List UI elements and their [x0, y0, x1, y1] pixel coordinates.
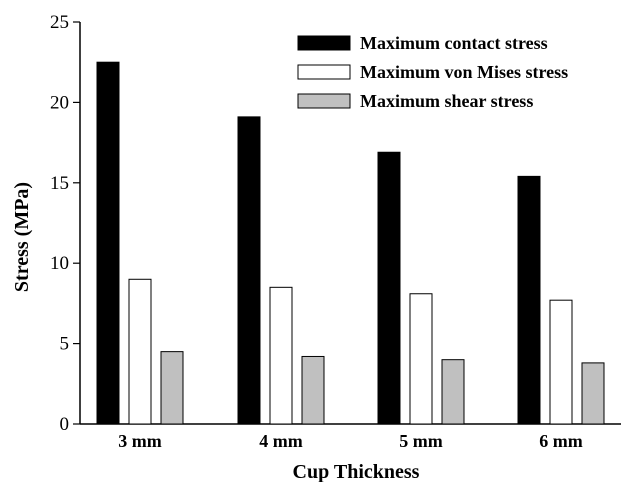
bar-2-1	[409, 293, 433, 425]
x-tick-label: 5 mm	[399, 431, 443, 451]
y-tick-label: 20	[50, 92, 69, 113]
y-tick-label: 15	[50, 173, 69, 194]
bar-2-2	[441, 359, 465, 425]
legend-swatch	[297, 93, 351, 109]
legend-swatch	[297, 35, 351, 51]
y-tick-label: 0	[60, 414, 70, 435]
y-tick-label: 25	[50, 12, 69, 33]
bar-3-1	[549, 299, 573, 425]
y-axis-title: Stress (MPa)	[11, 182, 33, 292]
y-tick-label: 10	[50, 253, 69, 274]
y-tick-label: 5	[60, 334, 70, 355]
x-axis-title: Cup Thickness	[293, 461, 420, 482]
bar-1-0	[237, 116, 261, 425]
bar-0-2	[160, 351, 184, 425]
bar-2-0	[377, 151, 401, 425]
bar-1-2	[301, 355, 325, 425]
legend-label: Maximum shear stress	[360, 91, 533, 111]
legend-label: Maximum contact stress	[360, 33, 548, 53]
bar-3-0	[517, 175, 541, 425]
legend-swatch	[297, 64, 351, 80]
x-tick-label: 6 mm	[539, 431, 583, 451]
bar-3-2	[581, 362, 605, 425]
x-tick-label: 4 mm	[259, 431, 303, 451]
bar-0-1	[128, 278, 152, 425]
bar-0-0	[96, 61, 120, 425]
legend-label: Maximum von Mises stress	[360, 62, 568, 82]
x-tick-label: 3 mm	[118, 431, 162, 451]
plot-area: 0 5 10 15 20 25 3 mm 4 mm 5 mm 6 mm Maximum contac…	[50, 12, 621, 451]
bar-1-1	[269, 286, 293, 425]
